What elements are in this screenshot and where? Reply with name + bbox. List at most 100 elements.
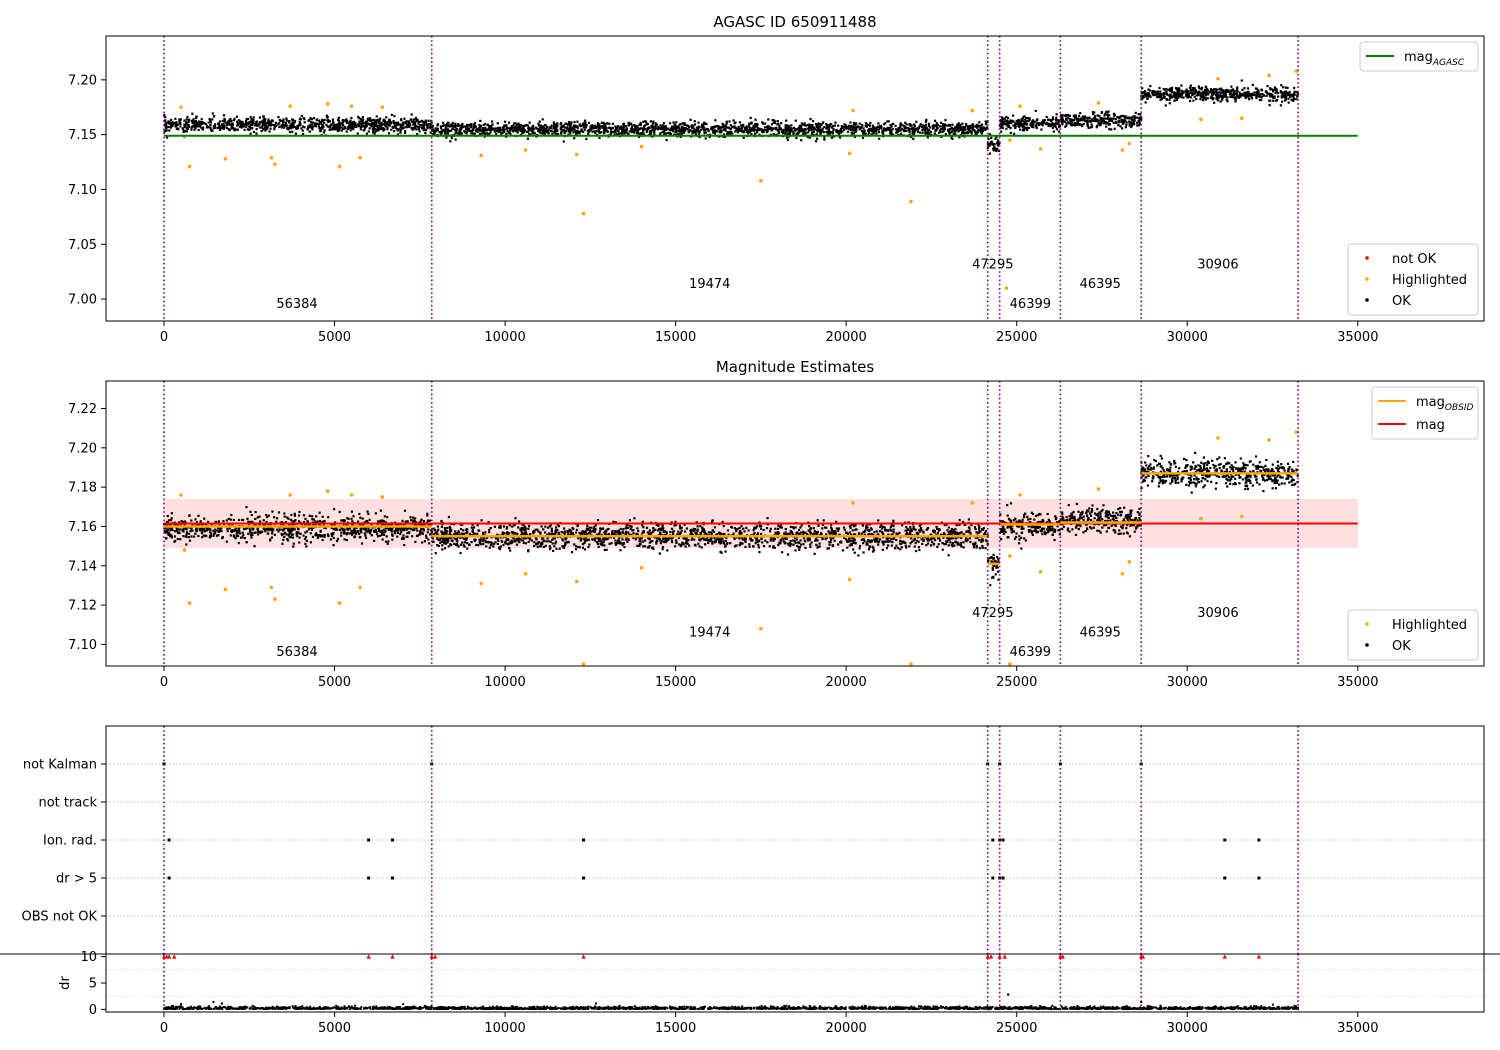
p1-ok-point [246,117,250,121]
p2-ok-point [583,548,587,551]
p1-ok-point [635,129,638,132]
p2-ok-point [338,528,341,531]
p2-ok-point [267,514,270,517]
p1-ok-point [611,126,614,130]
p1-ok-point [573,124,576,127]
p1-ok-point [996,147,999,150]
p1-ok-point [1238,94,1242,98]
p2-ok-point [415,534,419,538]
p1-ok-point [454,131,457,134]
p1-ok-point [1181,92,1184,95]
p1-ok-point [377,127,381,130]
p1-ok-point [369,119,372,123]
p1-ok-point [383,119,386,122]
p1-ok-point [611,122,615,126]
p1-ok-point [1159,98,1162,101]
p2-ok-point [170,512,173,515]
p2-ok-point [585,532,589,535]
p1-ok-point [857,125,860,128]
p1-ok-point [413,121,416,124]
p1-ok-point [802,123,805,126]
p1-ok-point [547,128,551,131]
p2-ok-point [426,514,429,517]
p1-ok-point [262,120,266,123]
p1-ok-point [1138,121,1141,124]
p1-ok-point [639,123,642,127]
p1-ok-point [944,132,947,136]
p1-ok-point [993,146,996,149]
p1-ok-point [770,129,773,132]
p1-ok-point [802,128,805,131]
p1-ok-point [1245,93,1248,97]
p1-ok-point [1100,118,1104,122]
p1-ok-point [326,125,329,128]
p1-ok-point [1272,96,1275,99]
p1-ok-point [242,125,245,128]
p1-ok-point [976,126,979,129]
p1-ok-point [1097,122,1100,125]
p1-ok-point [176,123,179,126]
p2-ok-point [920,529,923,532]
p1-ok-point [795,132,798,135]
p1-ok-point [1204,98,1207,101]
p1-ok-point [443,124,446,127]
p1-ok-point [547,132,550,135]
p1-ok-point [465,123,469,126]
p1-ok-point [905,129,908,133]
p1-ok-point [484,127,487,130]
p1-ok-point [528,128,531,131]
p1-ok-point [627,133,630,136]
p2-ok-point [595,533,598,536]
p2-ok-point [422,521,426,524]
p1-ok-point [252,116,255,119]
p1-ok-point [1118,120,1121,124]
p1-ok-point [1288,90,1291,94]
p1-ok-point [1027,126,1030,130]
p1-ok-point [645,121,648,124]
p1-ok-point [864,124,867,128]
p1-ok-point [380,123,383,127]
p1-ok-point [888,127,891,130]
p1-ok-point [739,127,742,131]
p1-ok-point [1144,101,1147,104]
p1-highlighted-point [581,211,586,216]
p2-ok-point [254,511,257,514]
p1-ok-point [674,125,677,128]
p1-ok-point [1125,116,1128,119]
p1-ok-point [1104,117,1108,120]
p1-ok-point [300,114,303,117]
p2-ok-point [167,519,171,522]
p1-ok-point [1247,90,1250,93]
p1-ok-point [168,120,171,123]
p2-ok-point [915,549,918,553]
p1-bottom-legend-box [1347,243,1479,316]
p1-ok-point [505,132,508,136]
p1-ok-point [891,133,895,136]
p1-ok-point [1261,92,1264,96]
p1-ok-point [751,126,754,130]
p2-ok-point [445,537,448,540]
p1-ok-point [988,144,991,147]
p1-ok-point [1047,118,1050,121]
p1-ok-point [1174,87,1177,90]
p1-xtick-label: 0 [160,330,168,345]
p2-ok-point [358,536,361,539]
p1-ok-point [376,124,379,128]
p1-ok-point [648,126,651,129]
p1-ok-point [347,125,350,129]
p1-ok-point [1011,119,1014,123]
p1-ok-point [1122,115,1125,118]
p1-ok-point [687,129,690,132]
figure-title: AGASC ID 650911488 [713,13,876,31]
p1-ok-point [1107,118,1111,121]
p1-ok-point [651,127,655,130]
p1-ok-point [661,131,664,134]
p2-ok-point [213,530,217,534]
p1-ok-point [801,130,804,133]
p1-ok-point [222,127,226,130]
p1-ok-point [905,123,908,126]
p1-ok-point [496,128,499,131]
p1-ok-point [1032,126,1035,129]
p1-ok-point [1189,84,1192,87]
p1-ok-point [507,127,510,130]
